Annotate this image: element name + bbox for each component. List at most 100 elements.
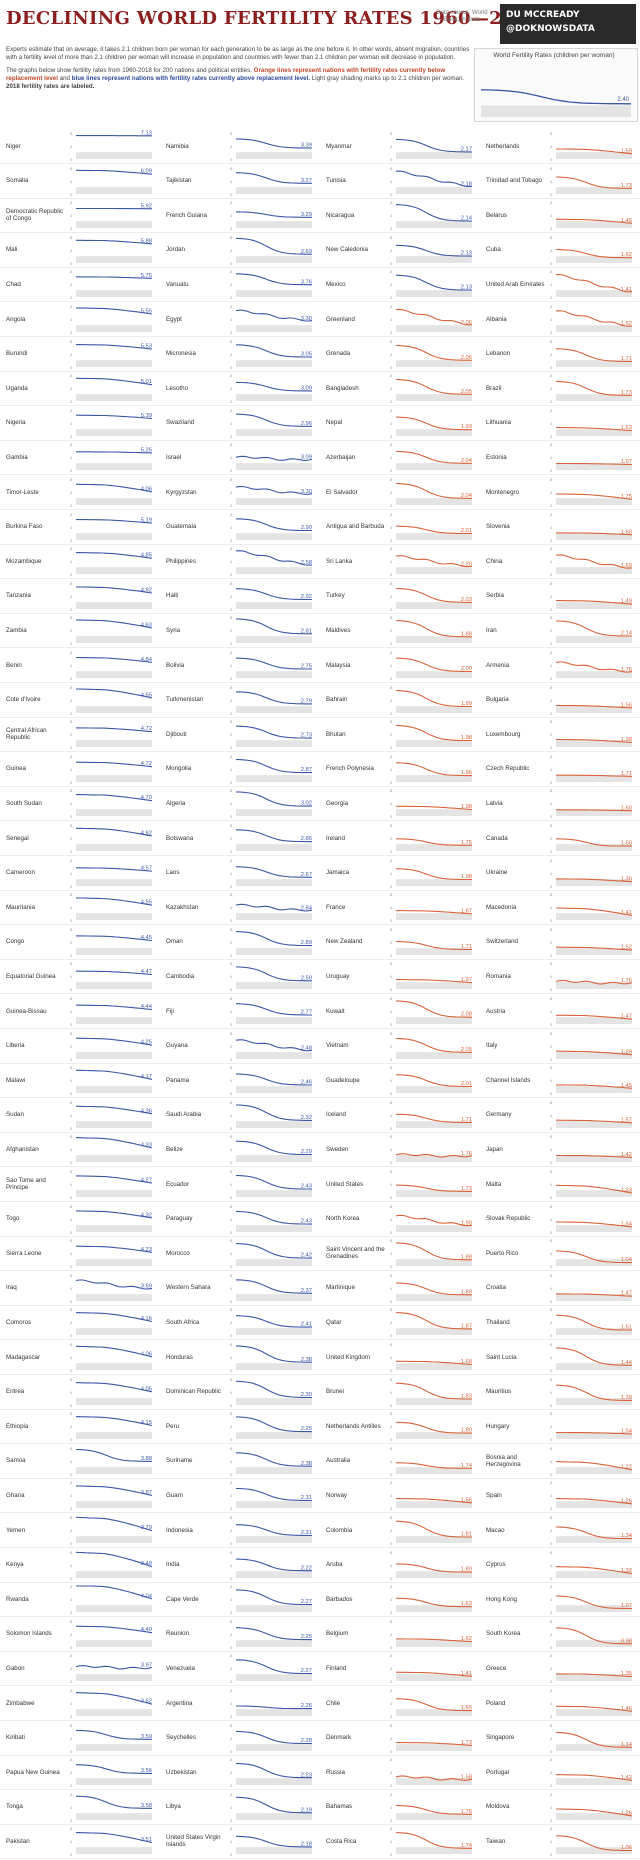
y-tick-label: 4 <box>70 767 73 772</box>
country-cell: United Arab Emirates 8 4 0 1.41 <box>480 266 640 303</box>
country-name: Finland <box>326 1664 347 1672</box>
series-line <box>395 1421 472 1434</box>
country-name: Mexico <box>326 280 346 288</box>
value-label: 3.88 <box>141 1456 152 1462</box>
y-tick-label: 4 <box>390 386 393 391</box>
value-label: 2.86 <box>301 836 312 842</box>
country-cell: Spain 8 4 0 1.26 <box>480 1477 640 1514</box>
replacement-band <box>76 1224 152 1232</box>
replacement-band <box>236 1847 312 1855</box>
value-label: 2.14 <box>621 631 633 637</box>
country-name: Jamaica <box>326 869 350 877</box>
y-tick-label: 4 <box>230 698 233 703</box>
y-tick-label: 4 <box>70 1805 73 1810</box>
country-cell: Maldives 8 4 0 1.88 <box>320 612 480 649</box>
y-tick-label: 0 <box>550 780 553 785</box>
y-tick-label: 4 <box>70 1251 73 1256</box>
y-tick-label: 0 <box>230 1714 233 1719</box>
replacement-band <box>76 1778 152 1786</box>
y-tick-label: 8 <box>390 1723 393 1728</box>
country-cell: Syria 8 4 0 2.81 <box>160 612 320 649</box>
y-tick-label: 8 <box>550 269 553 274</box>
value-label: 1.75 <box>621 494 632 500</box>
replacement-band <box>236 1017 312 1024</box>
country-cell: Kazakhstan 8 4 0 2.84 <box>160 889 320 926</box>
country-cell: Montenegro 8 4 0 1.75 <box>480 474 640 510</box>
y-tick-label: 8 <box>550 1238 553 1243</box>
country-cell: Sao Tome and Principe 8 4 0 4.27 <box>0 1166 160 1202</box>
country-name: Switzerland <box>486 938 518 946</box>
country-name: Seychelles <box>166 1734 196 1742</box>
y-tick-label: 4 <box>230 559 233 564</box>
country-cell: Germany 8 4 0 1.57 <box>480 1097 640 1133</box>
value-label: 1.04 <box>621 1257 633 1263</box>
y-tick-label: 4 <box>230 1632 233 1637</box>
value-label: 4.04 <box>141 1594 153 1600</box>
y-tick-label: 0 <box>390 295 393 300</box>
y-tick-label: 0 <box>550 607 553 612</box>
country-name: Croatia <box>486 1284 506 1292</box>
series-line <box>556 531 633 535</box>
y-tick-label: 0 <box>390 711 393 716</box>
value-label: 2.43 <box>301 1184 312 1190</box>
country-cell: Macedonia 8 4 0 1.41 <box>480 889 640 926</box>
value-label: 2.58 <box>301 560 312 566</box>
value-label: 1.35 <box>621 1672 632 1678</box>
country-name: Brazil <box>486 384 502 392</box>
series-line <box>395 1520 472 1538</box>
y-tick-label: 8 <box>390 1100 393 1105</box>
y-tick-label: 0 <box>550 711 553 716</box>
value-label: 3.76 <box>301 280 312 286</box>
y-tick-label: 4 <box>70 213 73 218</box>
series-line <box>395 689 472 707</box>
value-label: 1.39 <box>621 1395 632 1401</box>
series-line <box>555 381 632 397</box>
y-tick-label: 4 <box>390 871 393 876</box>
replacement-band <box>76 255 152 263</box>
value-label: 1.47 <box>621 1014 632 1020</box>
y-tick-label: 4 <box>70 1390 73 1395</box>
replacement-band <box>556 221 632 229</box>
country-name: United Arab Emirates <box>486 280 545 288</box>
y-tick-label: 8 <box>550 788 553 793</box>
replacement-band <box>396 532 472 540</box>
series-line <box>395 555 473 568</box>
country-cell: Cuba 8 4 0 1.62 <box>480 232 640 268</box>
country-name: Iraq <box>6 1284 17 1292</box>
value-label: 2.43 <box>301 1218 312 1224</box>
y-tick-label: 8 <box>230 1411 233 1416</box>
y-tick-label: 0 <box>390 538 393 543</box>
replacement-band <box>556 1709 632 1716</box>
country-name: Serbia <box>486 592 504 600</box>
y-tick-label: 0 <box>550 884 553 889</box>
y-tick-label: 8 <box>230 1377 233 1382</box>
series-line <box>556 1050 633 1055</box>
y-tick-label: 8 <box>230 996 233 1001</box>
y-tick-label: 4 <box>390 1113 393 1118</box>
country-name: Saint Vincent and the Grenadines <box>326 1246 385 1261</box>
y-tick-label: 4 <box>230 1424 233 1429</box>
y-tick-label: 0 <box>550 641 553 646</box>
y-tick-label: 4 <box>230 386 233 391</box>
country-name: Fiji <box>166 1007 174 1015</box>
y-tick-label: 4 <box>230 317 233 322</box>
replacement-band <box>556 740 632 748</box>
country-name: Estonia <box>486 453 507 461</box>
y-tick-label: 0 <box>390 745 393 750</box>
y-tick-label: 8 <box>550 408 553 413</box>
y-tick-label: 4 <box>550 594 553 599</box>
replacement-band <box>396 498 472 505</box>
replacement-band <box>236 671 312 678</box>
replacement-band <box>556 1224 632 1232</box>
country-name: Tonga <box>6 1803 23 1811</box>
replacement-band <box>396 152 472 159</box>
intro-p2-a: The graphs below show fertility rates fr… <box>6 67 252 74</box>
